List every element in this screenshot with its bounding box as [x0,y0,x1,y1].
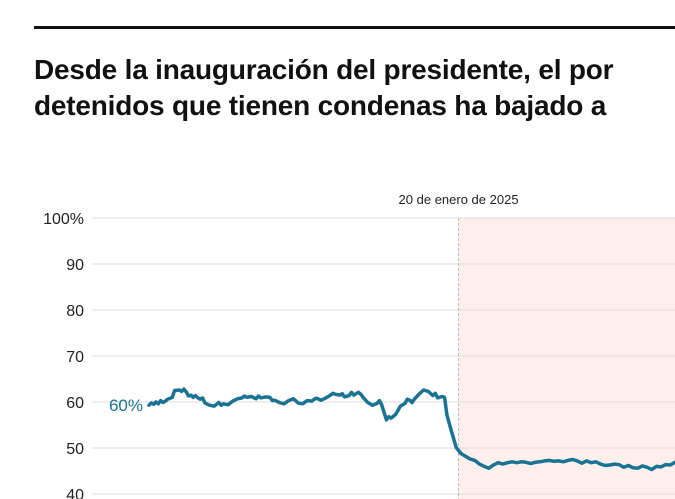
series-line [147,387,675,472]
post-inauguration-shade [458,218,675,499]
inauguration-annotation: 20 de enero de 2025 [399,192,519,207]
y-tick-label: 80 [66,303,84,320]
series-end-label: 60% [109,396,143,415]
y-tick-label: 100% [43,211,84,228]
gridlines [92,217,675,495]
y-tick-label: 40 [66,487,84,499]
y-axis-ticks: 100% 90 80 70 60 50 40 [43,211,84,499]
y-tick-label: 90 [66,257,84,274]
top-rule [34,26,675,29]
chart-title: Desde la inauguración del presidente, el… [34,52,675,124]
y-tick-label: 60 [66,395,84,412]
y-tick-label: 70 [66,349,84,366]
y-tick-label: 50 [66,441,84,458]
title-line-2: detenidos que tienen condenas ha bajado … [34,90,607,121]
title-line-1: Desde la inauguración del presidente, el… [34,54,614,85]
